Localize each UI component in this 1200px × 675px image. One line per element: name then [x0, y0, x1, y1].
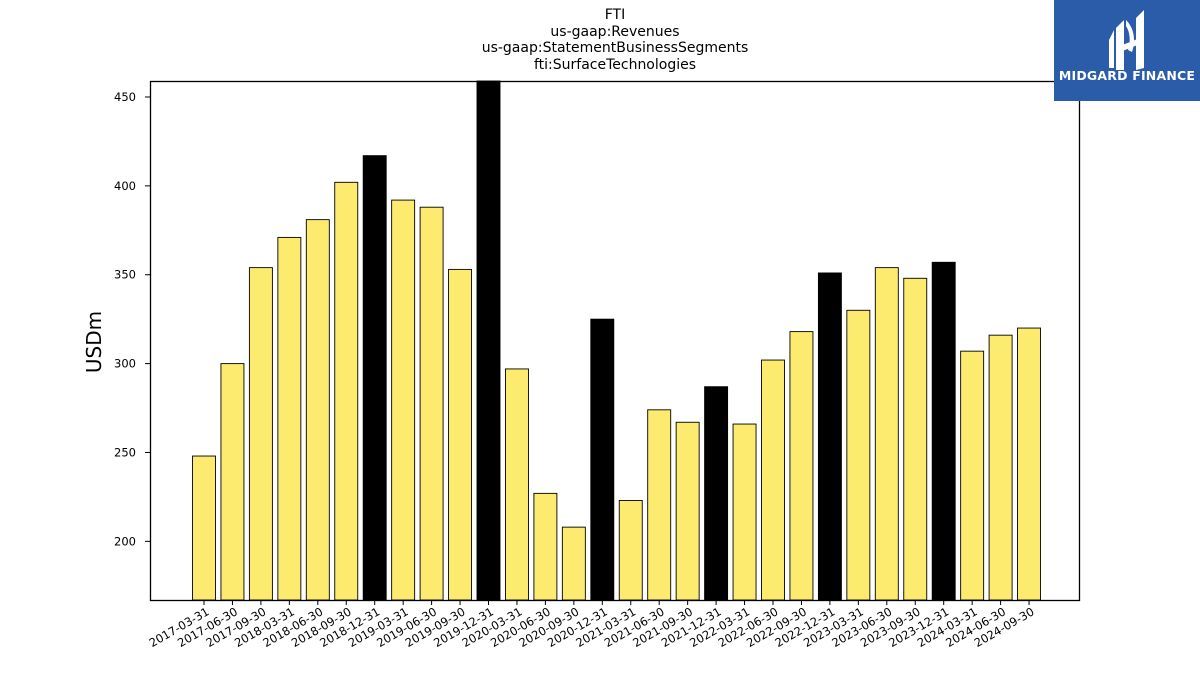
bar-2021-03-31 [618, 500, 643, 601]
logo-mark-icon [1109, 10, 1144, 70]
midgard-finance-logo: MIDGARD FINANCE [1054, 0, 1200, 101]
bar-2020-06-30 [533, 492, 558, 601]
bar-2023-12-31 [931, 261, 956, 601]
y-tick-label: 350 [114, 268, 136, 282]
y-axis-label: USDm [82, 311, 106, 373]
x-axis: 2017-03-312017-06-302017-09-302018-03-31… [147, 600, 1037, 650]
bar-2024-03-31 [960, 350, 985, 601]
bar-2019-06-30 [419, 206, 444, 601]
bar-2017-06-30 [220, 363, 245, 601]
bar-2024-06-30 [988, 334, 1013, 601]
logo-text: MIDGARD FINANCE [1058, 68, 1196, 83]
title-line-2: us-gaap:Revenues [550, 23, 680, 40]
bar-2022-06-30 [761, 359, 785, 601]
bar-2022-03-31 [732, 423, 757, 601]
bar-2024-09-30 [1017, 327, 1041, 601]
y-tick-label: 200 [114, 534, 136, 548]
bar-2019-12-31 [476, 80, 501, 601]
bar-2022-09-30 [789, 331, 814, 601]
title-line-3: us-gaap:StatementBusinessSegments [481, 40, 749, 56]
bar-2021-06-30 [647, 409, 672, 601]
bar-2017-09-30 [248, 267, 273, 601]
bar-2023-09-30 [903, 277, 928, 601]
bar-2020-12-31 [590, 318, 615, 601]
bar-2023-03-31 [846, 309, 871, 601]
bar-2018-09-30 [334, 181, 359, 601]
bar-2023-06-30 [874, 267, 899, 601]
bar-2021-09-30 [675, 421, 700, 601]
bar-2019-03-31 [391, 199, 416, 601]
plot-frame [149, 80, 1081, 602]
y-tick-label: 450 [114, 90, 136, 104]
y-tick-label: 400 [114, 179, 136, 193]
bar-2022-12-31 [817, 272, 842, 601]
y-tick-label: 250 [114, 445, 136, 459]
y-tick-label: 300 [114, 357, 136, 371]
bar-2020-09-30 [561, 526, 586, 601]
bar-2018-12-31 [362, 155, 387, 601]
bar-2019-09-30 [448, 268, 472, 601]
bar-2018-06-30 [305, 219, 330, 601]
title-line-4: fti:SurfaceTechnologies [533, 56, 697, 73]
bar-2017-03-31 [192, 455, 216, 601]
y-axis: 200 250 300 350 400 450 [114, 90, 150, 548]
bar-2018-03-31 [277, 236, 302, 601]
title-line-1: FTI [604, 7, 626, 23]
bar-2021-12-31 [704, 386, 729, 601]
bars-group [192, 80, 1041, 601]
bar-2020-03-31 [505, 368, 529, 601]
